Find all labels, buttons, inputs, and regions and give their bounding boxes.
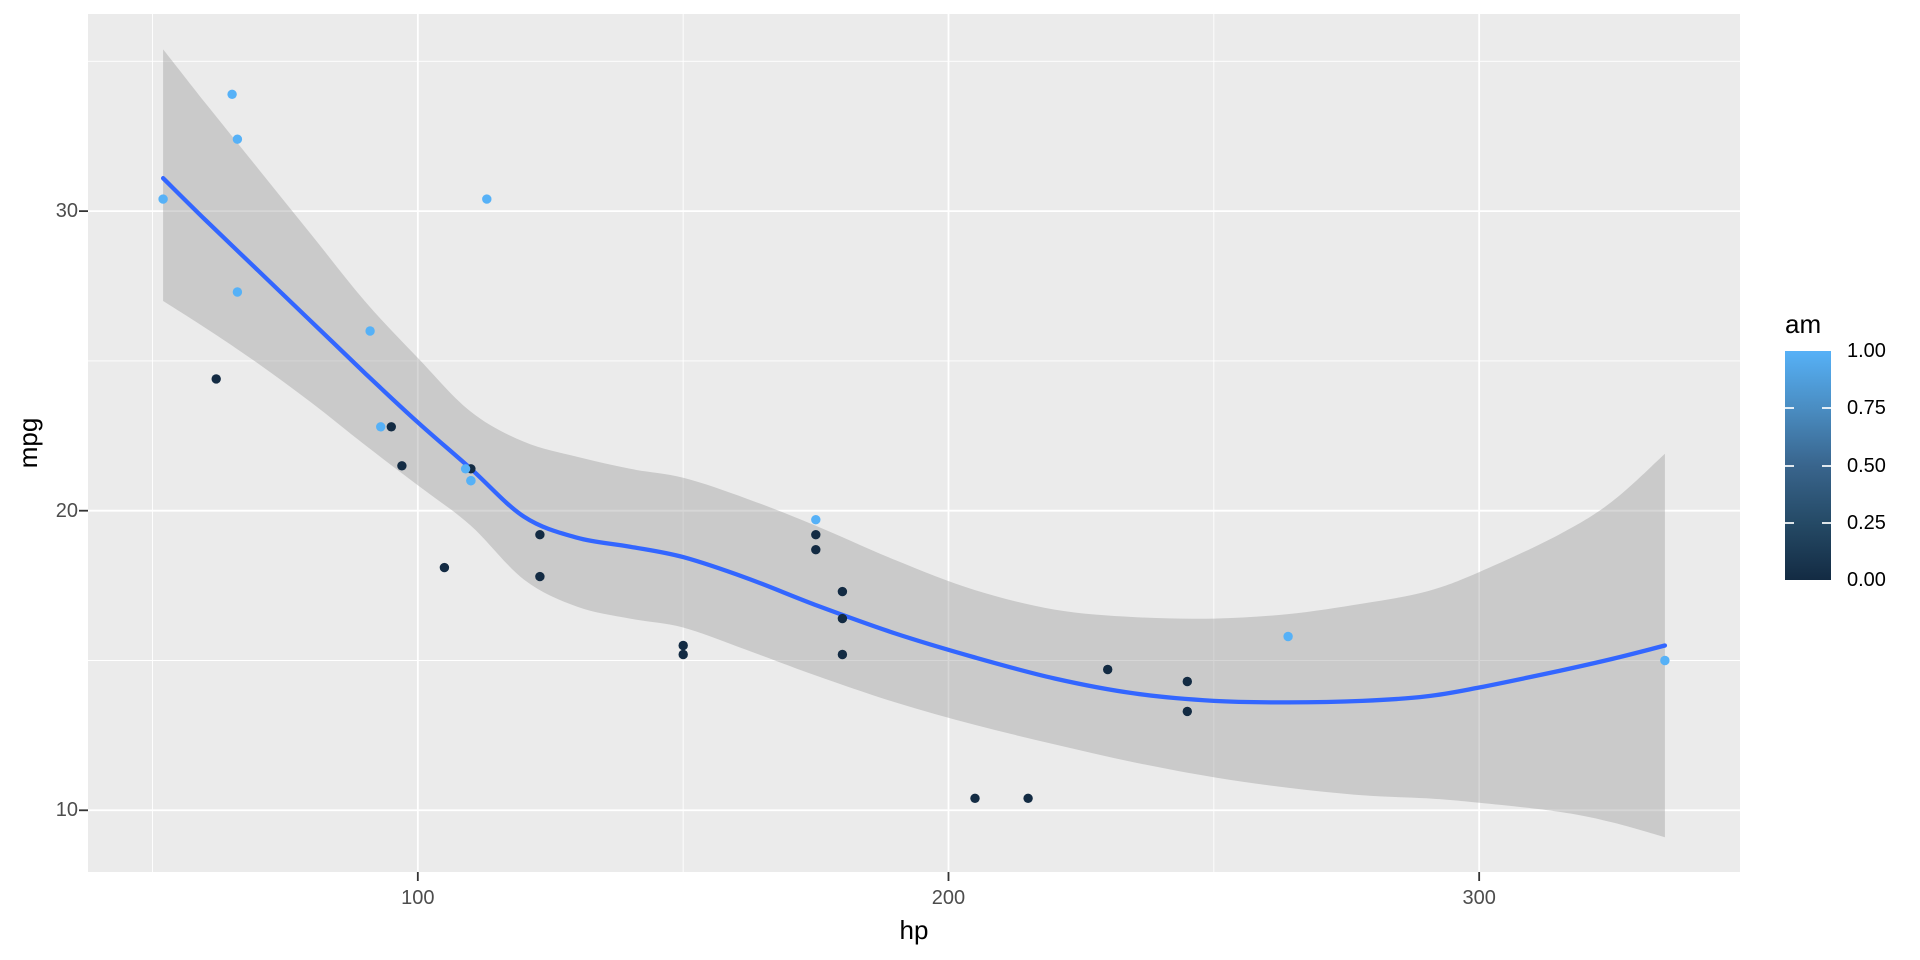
data-point (811, 545, 821, 555)
data-point (386, 422, 396, 432)
data-point (1283, 631, 1293, 642)
data-point (482, 194, 492, 204)
data-point (211, 374, 221, 384)
data-point (837, 649, 848, 660)
legend-title: am (1785, 309, 1822, 339)
data-point (1182, 676, 1193, 687)
data-point (466, 476, 476, 486)
data-point (1182, 706, 1193, 717)
y-axis-title: mpg (13, 417, 43, 469)
plot-panel (88, 14, 1740, 872)
data-point (811, 530, 821, 540)
legend-colorbar-tick (1785, 521, 1794, 524)
data-point (227, 89, 237, 100)
data-point (232, 134, 243, 144)
legend-label: 0.50 (1847, 454, 1886, 477)
legend-label: 1.00 (1847, 340, 1886, 362)
data-point (678, 649, 688, 660)
x-tick-label: 300 (1462, 887, 1496, 909)
y-tick-label: 30 (55, 200, 78, 223)
data-point (232, 287, 243, 297)
y-tick-label: 10 (55, 799, 78, 822)
legend-colorbar-tick (1822, 407, 1831, 410)
data-point (365, 326, 375, 336)
smooth-line (160, 176, 1668, 705)
legend-colorbar-tick (1785, 464, 1794, 467)
y-tick-label: 20 (55, 499, 78, 522)
data-point (1023, 793, 1033, 803)
data-point (970, 793, 980, 803)
data-point (535, 571, 545, 582)
data-point (1660, 655, 1670, 666)
data-point (460, 464, 471, 474)
legend-colorbar-tick (1822, 521, 1831, 524)
data-point (376, 422, 386, 432)
data-point (158, 194, 168, 204)
data-point (397, 461, 407, 471)
data-point (535, 530, 545, 540)
data-point (811, 515, 821, 525)
x-tick-label: 200 (931, 887, 966, 909)
data-point (837, 613, 848, 624)
legend-colorbar-tick (1822, 464, 1831, 467)
legend-label: 0.00 (1847, 569, 1886, 591)
x-tick-label: 100 (401, 887, 435, 909)
data-point (1103, 664, 1113, 675)
data-point (439, 562, 450, 573)
legend-label: 0.75 (1847, 397, 1886, 420)
legend-colorbar-tick (1785, 407, 1794, 410)
x-axis-title: hp (899, 915, 929, 945)
data-point (678, 640, 688, 651)
data-point (837, 586, 848, 597)
legend-label: 0.25 (1847, 511, 1886, 534)
legend-colorbar (1785, 351, 1831, 580)
